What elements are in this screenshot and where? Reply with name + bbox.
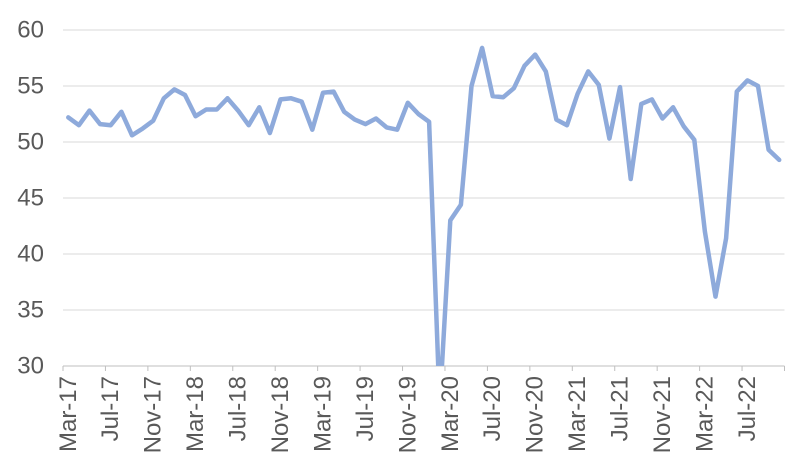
x-axis-label: Nov-18 — [267, 376, 294, 453]
y-axis-label: 55 — [17, 73, 44, 100]
x-axis-label: Mar-21 — [564, 376, 591, 452]
x-axis-label: Mar-19 — [309, 376, 336, 452]
x-axis-label: Nov-21 — [649, 376, 676, 453]
x-axis-label: Jul-21 — [607, 376, 634, 441]
y-axis-label: 50 — [17, 129, 44, 156]
y-axis-label: 30 — [17, 353, 44, 380]
x-axis-label: Mar-22 — [691, 376, 718, 452]
x-axis-label: Nov-19 — [394, 376, 421, 453]
x-axis-label: Jul-22 — [734, 376, 761, 441]
x-axis-label: Jul-18 — [225, 376, 252, 441]
x-axis-label: Mar-20 — [437, 376, 464, 452]
x-axis-label: Mar-18 — [182, 376, 209, 452]
y-axis-label: 35 — [17, 297, 44, 324]
y-axis-label: 45 — [17, 185, 44, 212]
series-line — [66, 45, 782, 366]
x-axis-label: Nov-17 — [140, 376, 167, 453]
x-axis-label: Nov-20 — [522, 376, 549, 453]
y-axis-label: 60 — [17, 17, 44, 44]
x-axis-label: Jul-20 — [479, 376, 506, 441]
x-axis-label: Jul-19 — [352, 376, 379, 441]
x-axis-label: Jul-17 — [97, 376, 124, 441]
y-axis-label: 40 — [17, 241, 44, 268]
x-axis-label: Mar-17 — [55, 376, 82, 452]
